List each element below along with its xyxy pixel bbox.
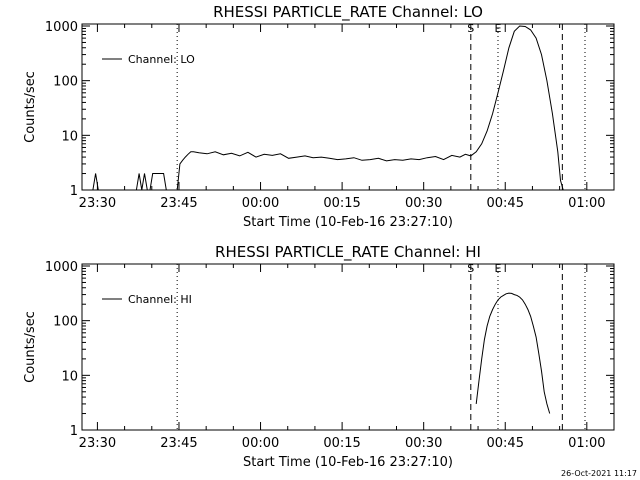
- series-line-1: [475, 292, 551, 414]
- x-tick-label: 00:15: [323, 196, 360, 211]
- chart-panel-2: RHESSI PARTICLE_RATE Channel: HI Counts/s…: [23, 243, 615, 470]
- x-tick-label: 00:15: [323, 436, 360, 451]
- y-axis-label: Counts/sec: [23, 71, 38, 143]
- marker-label-s: S: [467, 262, 474, 275]
- x-tick-label: 23:30: [79, 436, 116, 451]
- x-axis-label: Start Time (10-Feb-16 23:27:10): [243, 215, 453, 230]
- x-tick-label: 23:45: [160, 436, 197, 451]
- x-tick-label: 01:00: [568, 436, 605, 451]
- y-axis-label: Counts/sec: [23, 311, 38, 383]
- marker-label-e: E: [495, 22, 502, 35]
- y-tick-label: 1: [70, 424, 78, 439]
- marker-label-e: E: [495, 262, 502, 275]
- y-tick-label: 1: [70, 184, 78, 199]
- x-tick-label: 23:30: [79, 196, 116, 211]
- chart-title: RHESSI PARTICLE_RATE Channel: HI: [215, 243, 481, 262]
- x-tick-label: 00:30: [405, 196, 442, 211]
- timestamp-label: 26-Oct-2021 11:17: [561, 469, 637, 478]
- chart-panel-1: RHESSI PARTICLE_RATE Channel: LO Counts/s…: [23, 3, 615, 230]
- x-tick-label: 00:30: [405, 436, 442, 451]
- y-tick-label: 10: [61, 129, 78, 144]
- marker-label-s: S: [467, 22, 474, 35]
- x-tick-label: 00:45: [487, 436, 524, 451]
- chart-title: RHESSI PARTICLE_RATE Channel: LO: [213, 3, 483, 22]
- y-tick-label: 100: [53, 315, 78, 330]
- x-tick-label: 23:45: [160, 196, 197, 211]
- x-axis-label: Start Time (10-Feb-16 23:27:10): [243, 455, 453, 470]
- x-tick-label: 01:00: [568, 196, 605, 211]
- series-line-1: [82, 25, 564, 191]
- legend-label: Channel: HI: [128, 293, 192, 306]
- y-tick-label: 100: [53, 75, 78, 90]
- y-tick-label: 10: [61, 369, 78, 384]
- y-tick-label: 1000: [45, 20, 78, 35]
- legend-label: Channel: LO: [128, 53, 195, 66]
- x-tick-label: 00:00: [242, 196, 279, 211]
- x-tick-label: 00:45: [487, 196, 524, 211]
- y-tick-label: 1000: [45, 260, 78, 275]
- plot-frame: [81, 263, 615, 431]
- x-tick-label: 00:00: [242, 436, 279, 451]
- plot-frame: [81, 23, 615, 191]
